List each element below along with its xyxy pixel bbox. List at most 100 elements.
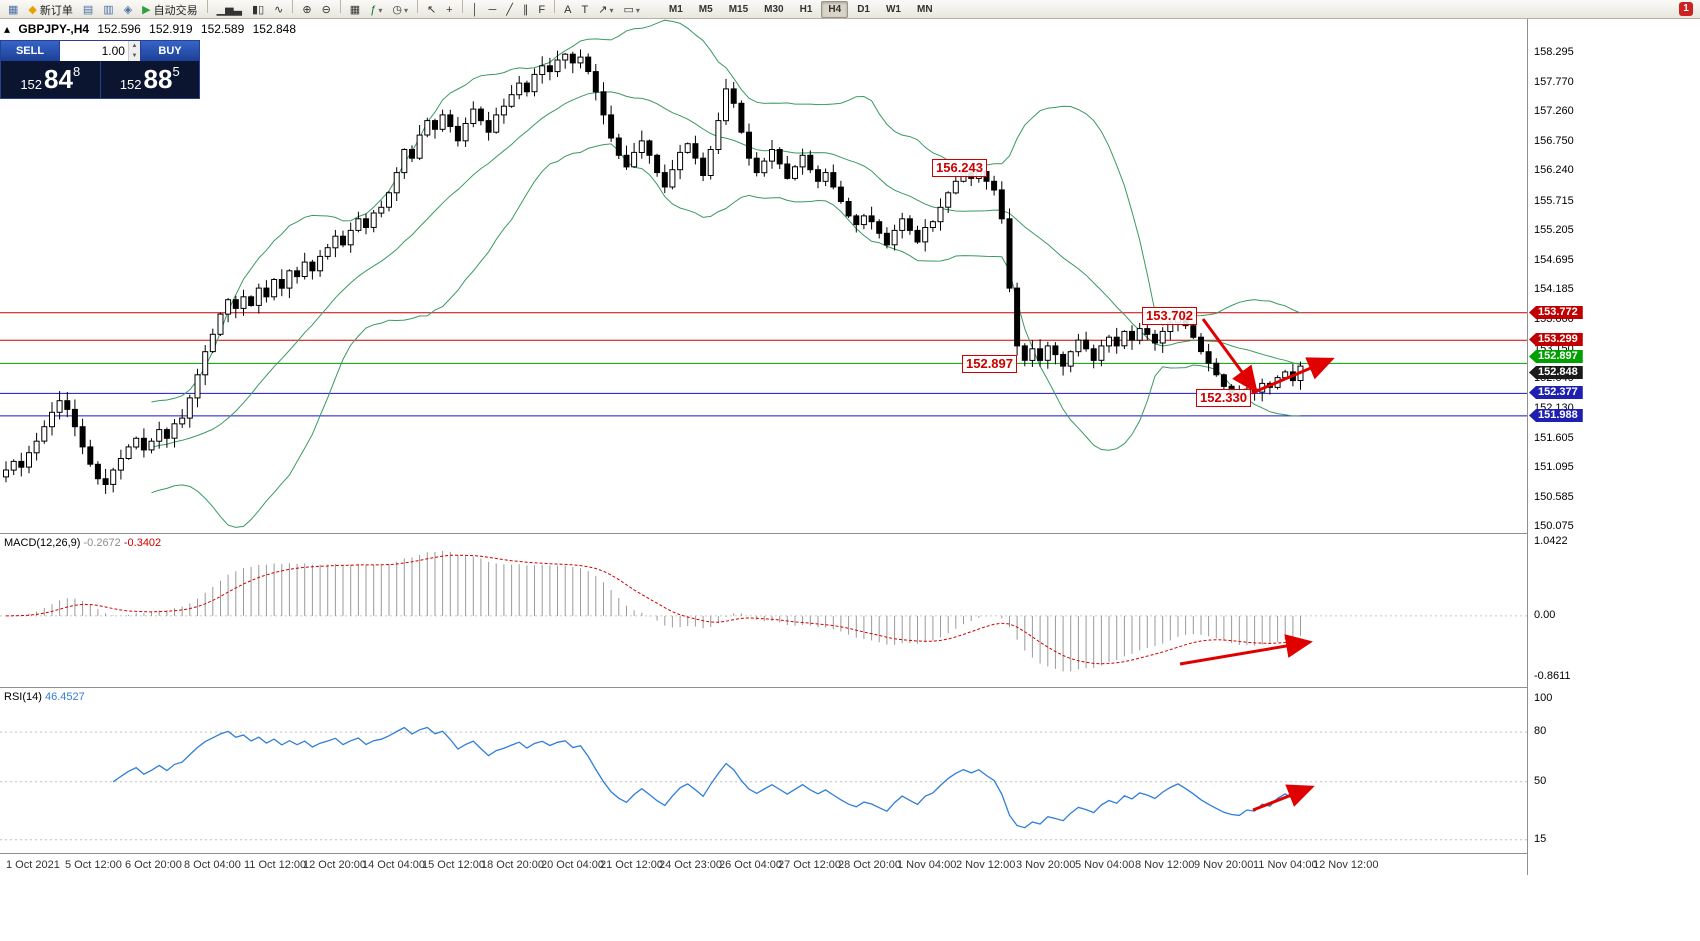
candlestick-icon-glyph: ▮▯ bbox=[252, 3, 265, 16]
ohlc-bars-icon[interactable]: ▁▅▃ bbox=[213, 1, 246, 20]
vertical-line-icon[interactable]: │ bbox=[468, 1, 483, 20]
timeframe-m5[interactable]: M5 bbox=[698, 3, 713, 15]
price-annotation[interactable]: 156.243 bbox=[932, 159, 987, 177]
rsi-label: RSI(14) 46.4527 bbox=[4, 691, 85, 703]
time-label: 15 Oct 12:00 bbox=[422, 859, 485, 871]
zoom-in-icon[interactable]: ⊕ bbox=[298, 1, 315, 20]
bollinger-bands bbox=[151, 19, 1301, 528]
sell-button[interactable]: SELL bbox=[1, 41, 59, 61]
one-click-collapse-icon[interactable]: ▴ bbox=[4, 22, 11, 36]
new-order-button[interactable]: ◆ 新订单 bbox=[24, 1, 76, 20]
time-label: 24 Oct 23:00 bbox=[659, 859, 722, 871]
time-label: 1 Nov 04:00 bbox=[897, 859, 957, 871]
timeframe-h4[interactable]: H4 bbox=[821, 0, 849, 18]
timeframe-m1[interactable]: M1 bbox=[668, 3, 683, 15]
timeframe-w1[interactable]: W1 bbox=[885, 3, 901, 15]
toolbar-separator bbox=[416, 0, 418, 13]
timeframe-m30[interactable]: M30 bbox=[764, 3, 784, 15]
text-label-icon[interactable]: T bbox=[577, 1, 592, 20]
new-order-button-glyph: ◆ bbox=[28, 3, 37, 16]
ohlc-low: 152.589 bbox=[200, 22, 245, 36]
price-axis[interactable]: 158.295 157.770 157.260 156.750 156.240 155.7… bbox=[1527, 19, 1700, 875]
rsi-name: RSI(14) bbox=[4, 691, 42, 703]
fibonacci-icon-glyph: F bbox=[538, 3, 546, 16]
notification-badge[interactable]: 1 bbox=[1679, 2, 1693, 16]
time-label: 8 Oct 04:00 bbox=[184, 859, 241, 871]
price-tick: 151.605 bbox=[1534, 432, 1574, 444]
tile-windows-icon[interactable]: ▦ bbox=[346, 1, 364, 20]
macd-tick: -0.8611 bbox=[1534, 670, 1571, 682]
ask-price[interactable]: 152 88 5 bbox=[101, 61, 200, 98]
price-tick: 158.295 bbox=[1534, 46, 1574, 58]
line-chart-icon[interactable]: ∿ bbox=[270, 1, 287, 20]
fibonacci-icon[interactable]: F bbox=[534, 1, 549, 20]
rsi-pane[interactable]: RSI(14) 46.4527 bbox=[0, 687, 1527, 854]
zoom-in-icon-glyph: ⊕ bbox=[302, 3, 312, 16]
price-badge: 152.848 bbox=[1529, 366, 1583, 379]
rsi-chart[interactable] bbox=[0, 688, 1527, 853]
vertical-line-icon-glyph: │ bbox=[471, 3, 479, 16]
price-annotation[interactable]: 152.330 bbox=[1196, 389, 1251, 407]
text-tool-icon[interactable]: A bbox=[560, 1, 575, 20]
candlestick-series bbox=[3, 49, 1304, 494]
price-tick: 154.185 bbox=[1534, 283, 1574, 295]
ohlc-open: 152.596 bbox=[97, 22, 141, 36]
data-window-icon[interactable]: ▥ bbox=[99, 1, 117, 20]
macd-main-value: -0.2672 bbox=[83, 537, 121, 549]
channel-icon[interactable]: ∥ bbox=[519, 1, 533, 20]
timeframe-m15[interactable]: M15 bbox=[728, 3, 749, 15]
buy-button[interactable]: BUY bbox=[141, 41, 199, 61]
channel-icon-glyph: ∥ bbox=[522, 3, 529, 16]
price-tick: 150.585 bbox=[1534, 491, 1574, 503]
autotrading-button[interactable]: ▶ 自动交易 bbox=[138, 1, 201, 20]
periods-icon-glyph: ◷ bbox=[392, 3, 402, 16]
crosshair-icon[interactable]: + bbox=[442, 1, 456, 20]
timeframe-h1[interactable]: H1 bbox=[799, 3, 813, 15]
main-chart-pane[interactable]: ▴ GBPJPY-,H4 152.596 152.919 152.589 152… bbox=[0, 19, 1527, 533]
navigator-icon[interactable]: ◈ bbox=[120, 1, 136, 20]
trendline-icon[interactable]: ╱ bbox=[502, 1, 517, 20]
volume-input[interactable] bbox=[60, 41, 128, 61]
candlestick-chart[interactable] bbox=[0, 19, 1527, 533]
time-label: 5 Nov 04:00 bbox=[1075, 859, 1135, 871]
periods-icon[interactable]: ◷ ▾ bbox=[388, 1, 412, 20]
bid-prefix: 152 bbox=[20, 77, 43, 92]
time-label: 12 Oct 20:00 bbox=[303, 859, 366, 871]
bid-pipette: 8 bbox=[72, 64, 81, 79]
volume-down-icon[interactable]: ▼ bbox=[128, 51, 140, 61]
macd-pane[interactable]: MACD(12,26,9) -0.2672 -0.3402 bbox=[0, 533, 1527, 688]
navigator-icon-glyph: ◈ bbox=[123, 3, 133, 16]
volume-spinner: ▲ ▼ bbox=[127, 41, 140, 61]
bid-price[interactable]: 152 84 8 bbox=[1, 61, 101, 98]
cursor-icon-glyph: ↖ bbox=[426, 3, 437, 16]
volume-up-icon[interactable]: ▲ bbox=[128, 41, 140, 51]
toolbar-separator bbox=[461, 0, 463, 13]
candlestick-icon[interactable]: ▮▯ bbox=[248, 1, 268, 20]
zoom-out-icon[interactable]: ⊖ bbox=[318, 1, 335, 20]
ask-pipette: 5 bbox=[172, 64, 180, 79]
time-label: 8 Nov 12:00 bbox=[1135, 859, 1195, 871]
price-tick: 154.695 bbox=[1534, 254, 1574, 266]
shapes-tool-icon[interactable]: ▭ ▾ bbox=[619, 1, 643, 20]
macd-chart[interactable] bbox=[0, 534, 1527, 687]
time-label: 26 Oct 04:00 bbox=[719, 859, 782, 871]
timeframe-mn[interactable]: MN bbox=[916, 3, 933, 15]
horizontal-line-icon[interactable]: ─ bbox=[484, 1, 500, 20]
time-axis[interactable]: 1 Oct 2021 5 Oct 12:00 6 Oct 20:00 8 Oct 04… bbox=[0, 853, 1527, 876]
chart-window-icon[interactable]: ▦ bbox=[4, 1, 22, 20]
tile-windows-icon-glyph: ▦ bbox=[349, 3, 361, 16]
rsi-tick: 100 bbox=[1534, 692, 1553, 704]
price-tick: 156.750 bbox=[1534, 135, 1574, 147]
market-watch-icon[interactable]: ▤ bbox=[79, 1, 97, 20]
symbol-period-label: GBPJPY-,H4 bbox=[18, 22, 90, 36]
timeframe-d1[interactable]: D1 bbox=[857, 3, 870, 15]
symbol-info: ▴ GBPJPY-,H4 152.596 152.919 152.589 152… bbox=[4, 22, 301, 36]
price-annotation[interactable]: 153.702 bbox=[1142, 307, 1197, 325]
time-label: 14 Oct 04:00 bbox=[362, 859, 425, 871]
arrows-tool-icon[interactable]: ↗ ▾ bbox=[594, 1, 617, 20]
price-tick: 156.240 bbox=[1534, 164, 1574, 176]
indicators-icon[interactable]: ƒ ▾ bbox=[366, 1, 386, 20]
cursor-icon[interactable]: ↖ bbox=[423, 1, 440, 20]
price-annotation[interactable]: 152.897 bbox=[962, 355, 1017, 373]
macd-signal-line bbox=[5, 554, 1301, 665]
